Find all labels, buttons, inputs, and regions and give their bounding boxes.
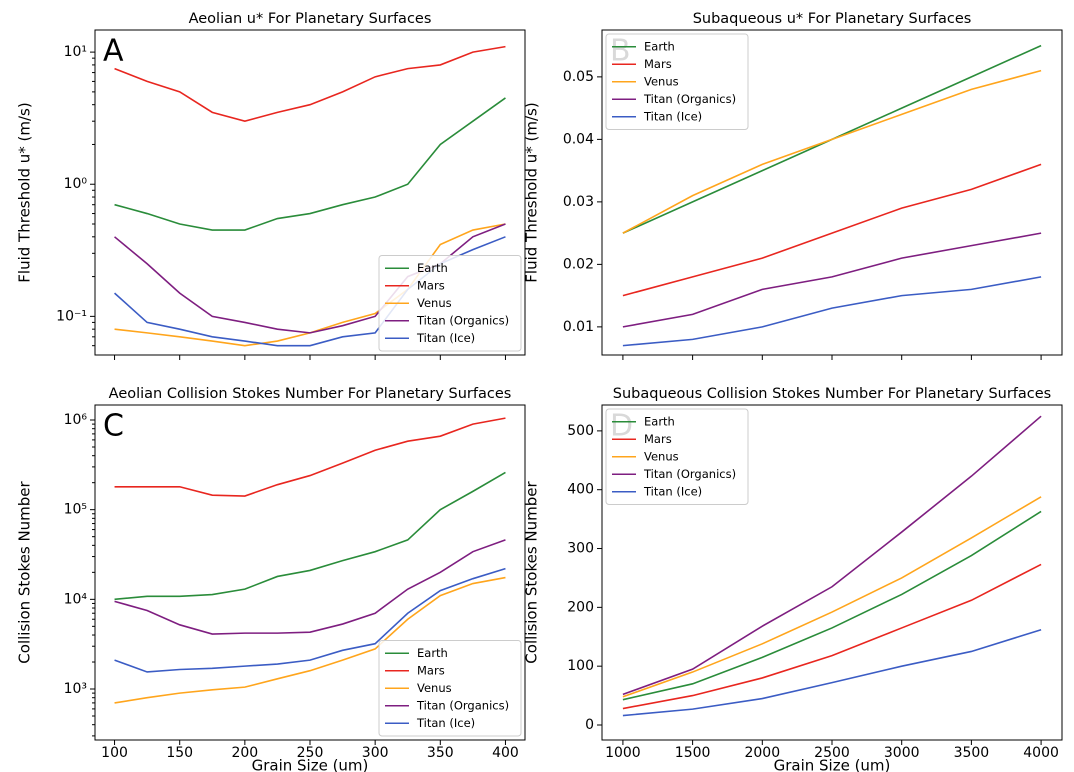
x-tick-label: 2000: [744, 745, 780, 761]
y-tick-label: 10⁻¹: [56, 308, 87, 324]
plot-frame: [94, 29, 526, 356]
y-tick-label: 10⁵: [64, 502, 87, 518]
series-line: [622, 496, 1042, 698]
series-line: [114, 567, 506, 673]
y-tick-label: 300: [567, 541, 594, 557]
y-tick-label: 0.02: [563, 256, 594, 272]
legend-box: [378, 255, 522, 352]
series-line: [114, 417, 506, 497]
y-tick-label: 10³: [64, 681, 87, 697]
y-tick-label: 0.03: [563, 194, 594, 210]
y-tick-label: 0: [585, 717, 594, 733]
legend-label: Titan (Ice): [643, 109, 702, 123]
legend-label: Earth: [644, 39, 675, 53]
legend-label: Mars: [417, 663, 445, 677]
panel-letter: A: [103, 34, 124, 69]
x-tick-label: 350: [427, 745, 454, 761]
series-line: [622, 415, 1042, 696]
y-axis-label: Fluid Threshold u* (m/s): [16, 102, 34, 282]
series-line: [114, 539, 506, 635]
y-tick-label: 200: [567, 599, 594, 615]
legend-label: Titan (Organics): [643, 467, 736, 481]
legend-label: Earth: [417, 646, 448, 660]
legend-label: Earth: [644, 414, 675, 428]
series-line: [114, 97, 506, 231]
x-axis-label: Grain Size (um): [774, 757, 891, 772]
x-tick-label: 150: [166, 745, 193, 761]
x-tick-label: 200: [231, 745, 258, 761]
series-line: [622, 163, 1042, 297]
x-tick-label: 3500: [954, 745, 990, 761]
x-tick-label: 400: [492, 745, 519, 761]
plot-frame: [601, 29, 1063, 356]
y-tick-label: 400: [567, 482, 594, 498]
legend-label: Venus: [644, 449, 679, 463]
plot-frame: [94, 404, 526, 741]
chart-title: Subaqueous u* For Planetary Surfaces: [693, 11, 972, 27]
legend-label: Titan (Ice): [416, 331, 475, 345]
x-tick-label: 3000: [884, 745, 920, 761]
legend-label: Titan (Ice): [643, 484, 702, 498]
legend-label: Mars: [644, 432, 672, 446]
panel-letter: C: [103, 409, 124, 444]
series-line: [622, 510, 1042, 701]
x-tick-label: 300: [362, 745, 389, 761]
legend-label: Titan (Ice): [416, 716, 475, 730]
chart-title: Subaqueous Collision Stokes Number For P…: [613, 386, 1052, 402]
x-tick-label: 1000: [605, 745, 641, 761]
legend-box: [378, 640, 522, 737]
y-tick-label: 10⁴: [64, 591, 88, 607]
legend-label: Mars: [417, 278, 445, 292]
plot-frame: [601, 404, 1063, 741]
legend-label: Titan (Organics): [416, 698, 509, 712]
legend-label: Venus: [644, 74, 679, 88]
chart-title: Aeolian u* For Planetary Surfaces: [189, 11, 432, 27]
series-line: [114, 45, 506, 123]
legend-label: Titan (Organics): [643, 92, 736, 106]
y-tick-label: 100: [567, 658, 594, 674]
series-line: [622, 276, 1042, 347]
legend-box: [605, 33, 749, 130]
y-tick-label: 10¹: [64, 44, 87, 60]
y-tick-label: 0.04: [563, 131, 594, 147]
y-tick-label: 0.05: [563, 69, 594, 85]
series-line: [622, 628, 1042, 717]
legend-label: Titan (Organics): [416, 313, 509, 327]
series-line: [114, 576, 506, 704]
series-line: [622, 232, 1042, 328]
series-line: [114, 471, 506, 601]
y-tick-label: 10⁰: [64, 176, 88, 192]
x-tick-label: 2500: [814, 745, 850, 761]
y-tick-label: 500: [567, 423, 594, 439]
series-line: [622, 69, 1042, 234]
y-tick-label: 0.01: [563, 319, 594, 335]
legend-box: [605, 408, 749, 505]
y-axis-label: Collision Stokes Number: [523, 480, 541, 663]
x-tick-label: 1500: [675, 745, 711, 761]
x-axis-label: Grain Size (um): [252, 757, 369, 772]
legend-label: Earth: [417, 261, 448, 275]
chart-title: Aeolian Collision Stokes Number For Plan…: [109, 386, 512, 402]
series-line: [622, 563, 1042, 710]
x-tick-label: 250: [297, 745, 324, 761]
legend-label: Mars: [644, 57, 672, 71]
legend-label: Venus: [417, 296, 452, 310]
y-axis-label: Collision Stokes Number: [16, 480, 34, 663]
x-tick-label: 4000: [1023, 745, 1059, 761]
y-tick-label: 10⁶: [64, 412, 88, 428]
y-axis-label: Fluid Threshold u* (m/s): [523, 102, 541, 282]
legend-label: Venus: [417, 681, 452, 695]
x-tick-label: 100: [101, 745, 128, 761]
